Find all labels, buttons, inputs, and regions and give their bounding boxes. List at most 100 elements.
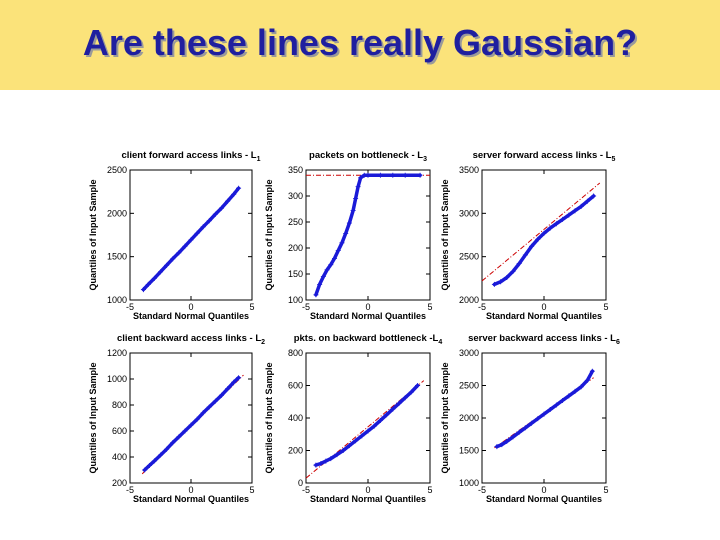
data-point bbox=[219, 392, 224, 398]
data-point bbox=[408, 389, 414, 395]
x-tick-label: 5 bbox=[249, 302, 254, 312]
data-point bbox=[541, 411, 547, 417]
x-tick-label: 0 bbox=[365, 485, 370, 495]
y-axis-label: Quantiles of Input Sample bbox=[440, 179, 450, 290]
data-point bbox=[522, 425, 528, 431]
axes-frame bbox=[129, 352, 253, 484]
chart-title: client forward access links - L1 bbox=[121, 150, 260, 163]
data-point bbox=[323, 458, 329, 464]
data-point bbox=[547, 225, 553, 231]
data-point bbox=[504, 274, 510, 280]
data-point bbox=[151, 458, 157, 464]
y-tick-label: 200 bbox=[288, 243, 303, 253]
y-tick-label: 1200 bbox=[107, 348, 127, 358]
data-point bbox=[498, 279, 504, 285]
data-point bbox=[402, 395, 408, 401]
y-axis-label: Quantiles of Input Sample bbox=[88, 362, 98, 473]
data-point bbox=[164, 446, 170, 452]
data-point bbox=[516, 261, 522, 267]
data-point bbox=[346, 443, 352, 449]
data-point bbox=[572, 388, 578, 394]
data-point bbox=[402, 172, 408, 178]
x-tick-label: 5 bbox=[427, 485, 432, 495]
data-point bbox=[328, 456, 334, 462]
data-point bbox=[158, 269, 163, 275]
x-tick-label: -5 bbox=[478, 485, 486, 495]
y-tick-label: 3000 bbox=[459, 208, 479, 218]
y-tick-label: 400 bbox=[288, 413, 303, 423]
data-point bbox=[510, 434, 516, 440]
qq-chart-6: -5 0 5 1000 1500 2000 2500 3000 server backward … bbox=[440, 333, 620, 504]
y-tick-label: 1500 bbox=[107, 252, 127, 262]
data-point bbox=[340, 448, 346, 453]
data-point bbox=[231, 379, 237, 385]
y-tick-label: 1500 bbox=[459, 446, 479, 456]
axes-frame bbox=[481, 352, 607, 484]
data-point bbox=[396, 400, 402, 406]
data-point bbox=[225, 386, 231, 392]
data-point bbox=[334, 452, 340, 458]
data-point bbox=[346, 220, 352, 226]
x-axis-label: Standard Normal Quantiles bbox=[486, 494, 602, 504]
x-tick-label: -5 bbox=[478, 302, 486, 312]
chart-title: packets on bottleneck - L3 bbox=[309, 150, 427, 163]
data-point bbox=[529, 420, 535, 426]
data-point bbox=[231, 191, 237, 197]
data-point bbox=[182, 243, 188, 249]
y-axis-label: Quantiles of Input Sample bbox=[440, 362, 450, 473]
qq-chart-3: -5 0 5 2000 2500 3000 3500 server forward acces… bbox=[440, 150, 615, 321]
y-axis-label: Quantiles of Input Sample bbox=[264, 362, 274, 473]
data-point bbox=[225, 198, 231, 204]
y-tick-label: 3500 bbox=[459, 165, 479, 175]
data-point bbox=[147, 462, 153, 468]
data-point bbox=[194, 416, 200, 422]
data-point bbox=[200, 224, 206, 230]
y-tick-label: 1000 bbox=[107, 374, 127, 384]
data-point bbox=[417, 172, 423, 178]
data-point bbox=[328, 262, 334, 268]
x-tick-label: 0 bbox=[365, 302, 370, 312]
data-point bbox=[142, 467, 148, 473]
data-point bbox=[176, 434, 182, 440]
data-point bbox=[343, 230, 349, 236]
data-point bbox=[384, 412, 390, 418]
data-point bbox=[494, 444, 500, 450]
axes-frame bbox=[129, 169, 253, 301]
y-tick-label: 2500 bbox=[107, 165, 127, 175]
y-tick-label: 350 bbox=[288, 165, 303, 175]
y-tick-label: 800 bbox=[112, 400, 127, 410]
y-tick-label: 0 bbox=[298, 478, 303, 488]
x-axis-label: Standard Normal Quantiles bbox=[133, 311, 249, 321]
data-point bbox=[572, 208, 578, 214]
x-axis-label: Standard Normal Quantiles bbox=[486, 311, 602, 321]
y-tick-label: 200 bbox=[288, 446, 303, 456]
data-point bbox=[170, 256, 176, 262]
data-point bbox=[566, 393, 572, 399]
data-point bbox=[317, 281, 323, 287]
data-point bbox=[415, 383, 421, 388]
reference-line bbox=[481, 182, 601, 282]
y-tick-label: 2000 bbox=[459, 413, 479, 423]
data-point bbox=[359, 433, 365, 439]
data-series-line bbox=[495, 369, 595, 449]
x-tick-label: 0 bbox=[541, 485, 546, 495]
qq-chart-4: -5 0 5 200 400 600 800 1000 1200 client backward … bbox=[88, 333, 265, 504]
data-point bbox=[212, 211, 218, 217]
y-tick-label: 2000 bbox=[107, 208, 127, 218]
x-tick-label: -5 bbox=[126, 302, 134, 312]
data-point bbox=[358, 175, 364, 181]
x-tick-label: 5 bbox=[427, 302, 432, 312]
data-point bbox=[529, 243, 535, 249]
data-point bbox=[236, 375, 242, 381]
data-point bbox=[212, 398, 218, 404]
data-point bbox=[377, 172, 383, 178]
data-point bbox=[584, 377, 590, 383]
y-tick-label: 100 bbox=[288, 295, 303, 305]
y-tick-label: 800 bbox=[288, 348, 303, 358]
data-point bbox=[324, 267, 330, 273]
data-point bbox=[188, 422, 194, 428]
data-point bbox=[140, 287, 146, 293]
data-point bbox=[553, 221, 559, 227]
